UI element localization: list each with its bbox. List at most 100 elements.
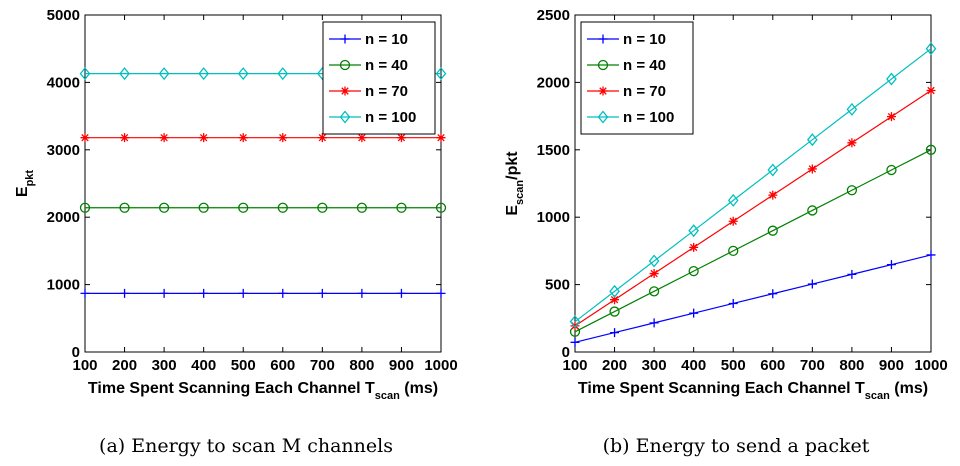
x-tick-label: 300 xyxy=(152,357,177,374)
data-point xyxy=(609,284,620,298)
legend-marker xyxy=(340,34,350,44)
data-point xyxy=(436,288,446,298)
data-point xyxy=(396,202,407,213)
y-tick-label: 0 xyxy=(562,344,570,361)
data-point xyxy=(278,288,288,298)
series-n-40 xyxy=(569,144,937,337)
data-point xyxy=(199,133,209,143)
data-point xyxy=(119,202,130,213)
data-point xyxy=(688,265,699,277)
x-tick-label: 900 xyxy=(879,357,904,374)
series-n-10 xyxy=(80,288,446,298)
figure-caption: (b) Energy to send a packet xyxy=(603,435,870,457)
data-point xyxy=(277,202,288,213)
data-point xyxy=(689,242,699,252)
x-tick-label: 1000 xyxy=(914,357,947,374)
legend-marker xyxy=(339,110,351,124)
data-point xyxy=(807,279,817,289)
x-tick-label: 500 xyxy=(721,357,746,374)
data-point xyxy=(807,164,817,174)
data-point xyxy=(846,102,858,116)
legend: n = 10 n = 40 n = 70 n = 100 xyxy=(580,21,694,135)
data-point xyxy=(79,67,91,81)
legend-marker xyxy=(598,34,608,44)
data-point xyxy=(357,288,367,298)
x-axis-label: Time Spent Scanning Each Channel Tscan (… xyxy=(88,380,438,402)
data-point xyxy=(768,289,778,299)
data-point xyxy=(119,67,130,81)
data-point xyxy=(158,67,170,81)
legend-label: n = 100 xyxy=(623,109,674,126)
data-point xyxy=(317,133,327,143)
x-tick-label: 700 xyxy=(310,357,335,374)
x-tick-label: 200 xyxy=(602,357,627,374)
data-point xyxy=(806,133,818,147)
data-point xyxy=(80,288,90,298)
data-point xyxy=(277,67,289,81)
data-point xyxy=(120,288,130,298)
data-point xyxy=(569,315,581,329)
data-point xyxy=(648,286,660,297)
y-tick-label: 5000 xyxy=(47,7,80,24)
data-point xyxy=(238,133,248,143)
data-point xyxy=(807,205,818,216)
series-n-40 xyxy=(79,202,447,213)
data-point xyxy=(198,202,209,213)
data-point xyxy=(925,42,937,56)
data-point xyxy=(688,224,700,238)
series-n-100 xyxy=(569,42,937,329)
data-point xyxy=(158,202,170,213)
data-point xyxy=(357,133,367,143)
data-point xyxy=(198,67,210,81)
y-tick-label: 1000 xyxy=(537,209,570,226)
legend: n = 10 n = 40 n = 70 n = 100 xyxy=(322,21,436,135)
x-tick-label: 700 xyxy=(800,357,825,374)
legend-label: n = 10 xyxy=(623,31,666,48)
data-point xyxy=(610,328,620,338)
series-line xyxy=(574,149,932,333)
figure-caption: (a) Energy to scan M channels xyxy=(99,435,393,457)
legend-label: n = 70 xyxy=(623,83,666,100)
y-tick-label: 2000 xyxy=(537,74,570,91)
data-point xyxy=(80,133,90,143)
data-point xyxy=(278,133,288,143)
y-tick-label: 1500 xyxy=(537,142,570,159)
legend-marker xyxy=(598,86,608,96)
series-line xyxy=(574,254,932,343)
y-tick-label: 500 xyxy=(545,277,570,294)
data-point xyxy=(317,202,328,213)
data-point xyxy=(767,225,778,236)
data-point xyxy=(570,337,580,347)
data-point xyxy=(727,193,739,207)
data-point xyxy=(886,164,897,176)
x-tick-label: 900 xyxy=(389,357,414,374)
y-tick-label: 1000 xyxy=(47,277,80,294)
x-axis-label: Time Spent Scanning Each Channel Tscan (… xyxy=(578,380,928,402)
data-point xyxy=(846,185,858,196)
x-tick-label: 500 xyxy=(231,357,256,374)
legend-marker xyxy=(340,86,350,96)
chart-b: 100 200 300 400 500 600 700 800 900 1000 0 500 1000 1… xyxy=(504,7,948,457)
data-point xyxy=(79,202,91,213)
data-point xyxy=(925,144,937,155)
legend-marker xyxy=(339,59,351,71)
data-point xyxy=(847,138,857,148)
y-tick-label: 2500 xyxy=(537,7,570,24)
data-point xyxy=(436,133,446,143)
y-tick-label: 2000 xyxy=(47,209,80,226)
data-point xyxy=(199,288,209,298)
x-tick-label: 600 xyxy=(270,357,295,374)
y-tick-label: 4000 xyxy=(47,74,80,91)
data-point xyxy=(609,306,620,317)
data-point xyxy=(159,288,169,298)
data-point xyxy=(728,216,738,226)
data-point xyxy=(435,202,447,213)
x-tick-label: 400 xyxy=(191,357,216,374)
data-point xyxy=(570,321,580,331)
x-tick-label: 600 xyxy=(760,357,785,374)
data-point xyxy=(926,85,936,95)
data-point xyxy=(926,250,936,260)
y-axis-label: Epkt xyxy=(14,170,36,198)
x-tick-label: 100 xyxy=(562,357,587,374)
series-n-70 xyxy=(80,133,446,143)
